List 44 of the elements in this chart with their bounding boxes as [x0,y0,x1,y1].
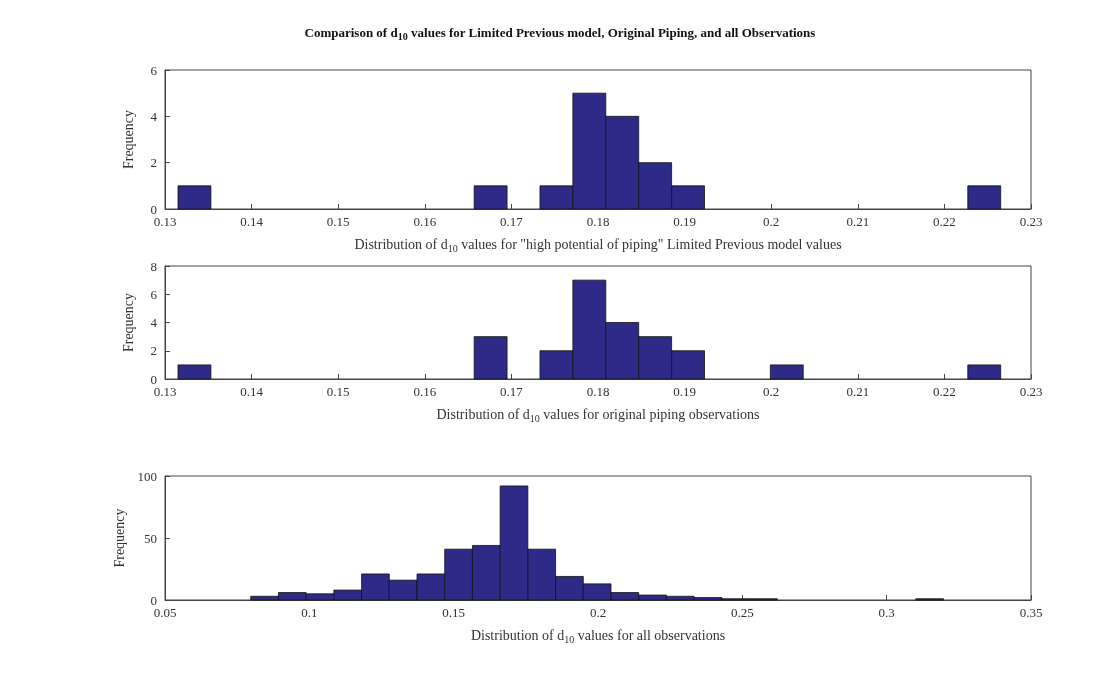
y-tick-label: 0 [150,592,157,608]
y-tick-label: 4 [150,315,158,330]
x-tick-label: 0.3 [878,605,895,620]
x-tick-label: 0.21 [846,384,870,399]
y-tick-label: 8 [150,258,157,274]
x-tick-label: 0.16 [413,214,437,229]
x-tick-label: 0.1 [301,605,318,620]
x-tick-label: 0.2 [763,214,780,229]
x-tick-label: 0.05 [153,605,177,620]
x-tick-label: 0.14 [240,384,264,399]
x-tick-label: 0.21 [846,214,870,229]
x-tick-label: 0.13 [153,384,177,399]
x-tick-label: 0.17 [500,384,524,399]
x-tick-label: 0.15 [442,605,466,620]
y-tick-label: 0 [150,201,157,217]
x-tick-label: 0.19 [673,214,696,229]
x-tick-label: 0.23 [1019,214,1043,229]
x-tick-label: 0.17 [500,214,524,229]
x-tick-label: 0.18 [586,384,610,399]
x-tick-label: 0.35 [1019,605,1043,620]
y-tick-label: 2 [150,155,157,171]
x-tick-label: 0.23 [1019,384,1043,399]
x-tick-label: 0.19 [673,384,696,399]
x-tick-label: 0.16 [413,384,437,399]
y-tick-label: 2 [150,343,157,359]
y-axis-title: Frequency [120,292,136,353]
x-tick-label: 0.2 [589,605,607,620]
y-tick-label: 6 [150,286,158,302]
x-tick-label: 0.13 [153,214,177,229]
x-tick-label: 0.15 [326,214,350,229]
y-tick-label: 4 [150,108,158,124]
y-tick-label: 100 [137,468,157,484]
x-tick-label: 0.15 [326,384,350,399]
y-axis-title: Frequency [120,109,136,170]
x-tick-label: 0.2 [763,384,780,399]
y-tick-label: 0 [150,371,157,387]
x-tick-label: 0.22 [933,384,956,399]
y-tick-label: 50 [144,530,157,546]
y-tick-label: 6 [150,62,158,78]
x-tick-label: 0.25 [730,605,754,620]
x-tick-label: 0.22 [933,214,956,229]
x-tick-label: 0.14 [240,214,264,229]
x-tick-label: 0.18 [586,214,610,229]
y-axis-title: Frequency [112,508,128,568]
